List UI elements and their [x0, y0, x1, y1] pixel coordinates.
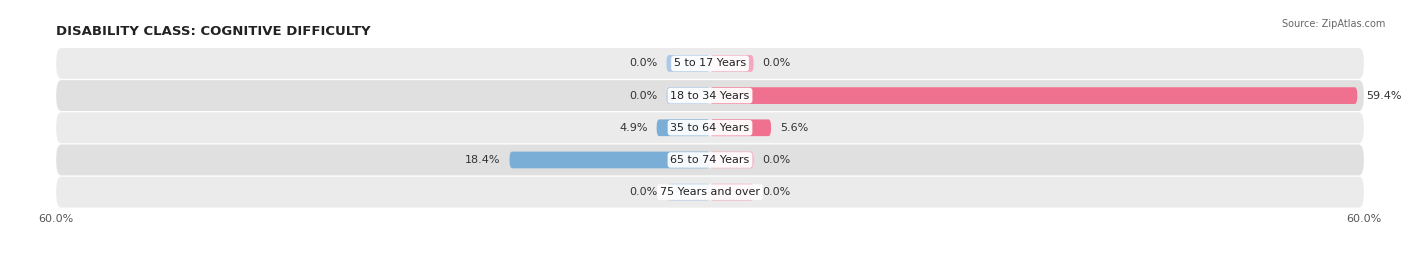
- Text: 0.0%: 0.0%: [762, 155, 790, 165]
- FancyBboxPatch shape: [56, 144, 1364, 175]
- FancyBboxPatch shape: [710, 87, 1357, 104]
- Text: 59.4%: 59.4%: [1367, 91, 1402, 101]
- Text: 18 to 34 Years: 18 to 34 Years: [671, 91, 749, 101]
- Text: 5 to 17 Years: 5 to 17 Years: [673, 58, 747, 68]
- FancyBboxPatch shape: [710, 119, 770, 136]
- Text: 18.4%: 18.4%: [465, 155, 501, 165]
- Text: 0.0%: 0.0%: [630, 91, 658, 101]
- FancyBboxPatch shape: [657, 119, 710, 136]
- FancyBboxPatch shape: [710, 152, 754, 168]
- Text: 35 to 64 Years: 35 to 64 Years: [671, 123, 749, 133]
- FancyBboxPatch shape: [56, 48, 1364, 79]
- FancyBboxPatch shape: [710, 55, 754, 72]
- Text: 4.9%: 4.9%: [620, 123, 648, 133]
- FancyBboxPatch shape: [509, 152, 710, 168]
- FancyBboxPatch shape: [56, 112, 1364, 143]
- Text: 0.0%: 0.0%: [630, 187, 658, 197]
- Text: 5.6%: 5.6%: [780, 123, 808, 133]
- Text: 75 Years and over: 75 Years and over: [659, 187, 761, 197]
- FancyBboxPatch shape: [710, 184, 754, 200]
- Text: 0.0%: 0.0%: [762, 58, 790, 68]
- FancyBboxPatch shape: [666, 55, 710, 72]
- Text: DISABILITY CLASS: COGNITIVE DIFFICULTY: DISABILITY CLASS: COGNITIVE DIFFICULTY: [56, 25, 371, 38]
- FancyBboxPatch shape: [56, 80, 1364, 111]
- Text: Source: ZipAtlas.com: Source: ZipAtlas.com: [1281, 19, 1385, 29]
- Text: 65 to 74 Years: 65 to 74 Years: [671, 155, 749, 165]
- Text: 0.0%: 0.0%: [630, 58, 658, 68]
- FancyBboxPatch shape: [56, 177, 1364, 208]
- FancyBboxPatch shape: [666, 87, 710, 104]
- FancyBboxPatch shape: [666, 184, 710, 200]
- Text: 0.0%: 0.0%: [762, 187, 790, 197]
